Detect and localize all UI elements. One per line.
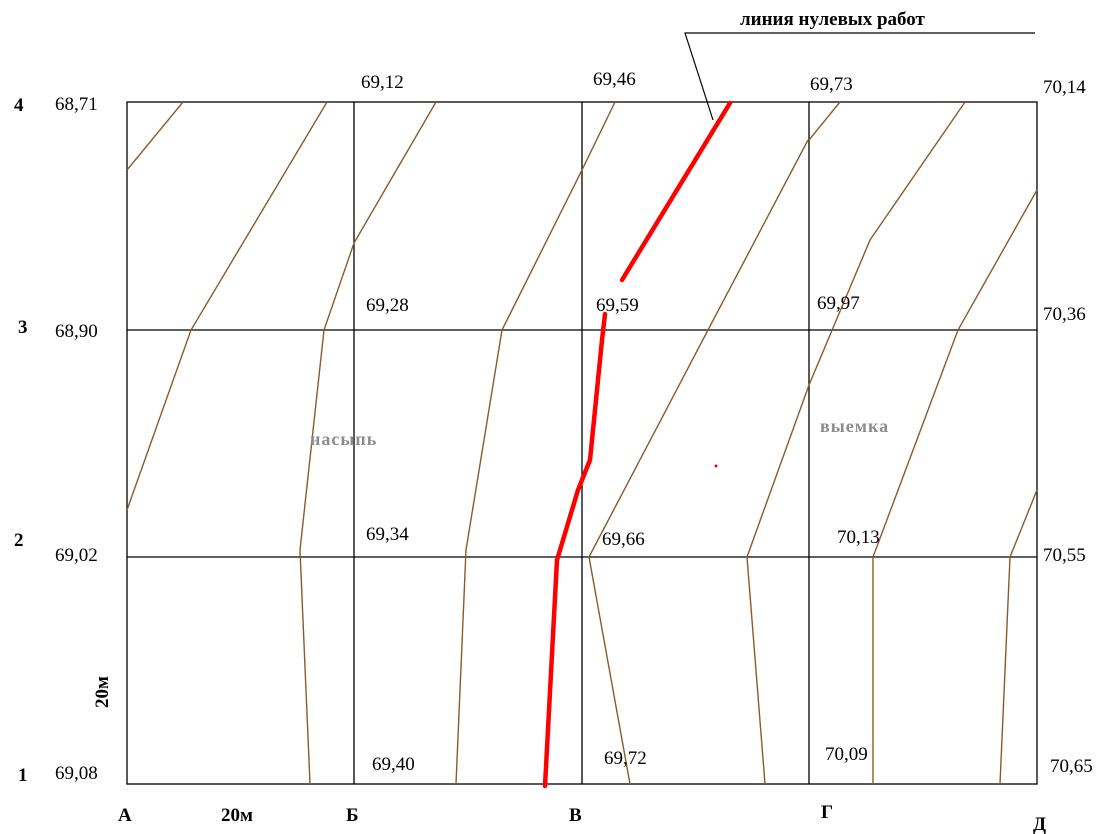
column-label: Д — [1033, 814, 1046, 834]
zero-line-label: линия нулевых работ — [740, 9, 926, 30]
elevation-label: 69,34 — [366, 524, 409, 545]
column-label: А — [118, 805, 132, 826]
elevation-label: 70,13 — [837, 527, 880, 548]
column-label: В — [569, 805, 582, 826]
zero-line-lower — [542, 311, 608, 789]
contour-line — [872, 189, 1038, 784]
contour-line — [455, 101, 616, 785]
contour-line — [746, 101, 966, 785]
elevation-label: 68,90 — [55, 321, 98, 342]
elevation-label: 69,08 — [55, 763, 98, 784]
zero-line — [542, 100, 733, 789]
scale-y-label: 20м — [92, 676, 113, 708]
zero-line-upper — [619, 100, 733, 283]
elevation-label: 70,14 — [1043, 77, 1086, 98]
row-label: 2 — [14, 530, 24, 551]
cut-area-label: выемка — [820, 416, 889, 436]
contour-line — [126, 101, 328, 511]
contour-line — [299, 101, 437, 785]
column-label: Г — [821, 802, 833, 823]
red-dot — [714, 464, 718, 468]
row-label: 3 — [18, 317, 28, 338]
elevation-label: 69,28 — [366, 295, 409, 316]
scale-x-label: 20м — [221, 805, 253, 826]
elevation-label: 68,71 — [55, 94, 98, 115]
elevation-label: 70,36 — [1043, 304, 1086, 325]
elevation-label: 69,73 — [810, 74, 853, 95]
contour-line — [126, 101, 184, 171]
elevation-label: 69,66 — [602, 529, 645, 550]
contour-line — [808, 101, 841, 141]
elevation-label: 69,97 — [817, 293, 860, 314]
zero-line-leader — [684, 32, 1035, 121]
grid — [126, 101, 1038, 785]
elevation-label: 69,40 — [372, 754, 415, 775]
elevation-label: 69,59 — [596, 295, 639, 316]
column-label: Б — [346, 805, 359, 826]
elevation-label: 70,65 — [1050, 756, 1093, 777]
fill-area-label: насыпь — [310, 429, 377, 449]
contour-line — [999, 489, 1038, 785]
elevation-label: 69,46 — [593, 69, 636, 90]
row-label: 4 — [14, 95, 24, 116]
contour-lines — [126, 101, 1038, 785]
elevation-label: 69,02 — [55, 545, 98, 566]
elevation-label: 69,12 — [361, 72, 404, 93]
contour-line — [588, 139, 809, 785]
elevation-label: 70,55 — [1043, 545, 1086, 566]
elevation-label: 69,72 — [604, 748, 647, 769]
row-label: 1 — [18, 765, 28, 786]
elevation-label: 70,09 — [825, 744, 868, 765]
